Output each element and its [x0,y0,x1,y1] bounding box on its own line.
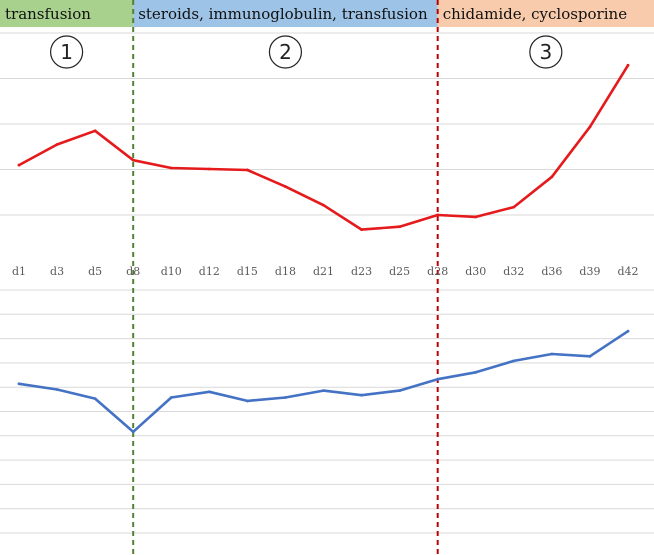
series-1-point [17,163,21,167]
series-1-point [474,215,478,219]
series-2-point [474,370,478,374]
x-tick-label: d15 [237,265,258,278]
series-2-point [284,396,287,399]
series-2-point [55,388,59,391]
top-panel-gridlines [0,32,654,216]
series-2-point [93,397,97,401]
x-tick-label: d3 [50,265,64,278]
series-2-point [17,382,21,386]
series-2-point [322,389,325,393]
series-1-point [284,185,287,188]
x-tick-label: d36 [541,265,562,278]
series-1-point [131,158,135,162]
x-tick-label: d18 [275,265,296,278]
series-2-point [245,399,249,403]
series-2-point [360,393,363,397]
x-tick-label: d8 [126,265,140,278]
series-1-point [436,213,440,217]
series-2-point [436,377,440,381]
x-tick-label: d1 [12,265,26,278]
series-1-point [169,166,173,170]
x-tick-label: d12 [199,265,220,278]
phase-band-2 [133,0,438,27]
phase-label-1: transfusion [5,5,91,23]
series-1-point [398,225,402,229]
x-tick-label: d10 [161,265,182,278]
series-1-point [245,168,249,172]
phase-band-3 [437,0,654,27]
top-series [17,63,630,232]
phase-number-2: 2 [279,40,292,64]
bottom-panel-gridlines [0,289,654,534]
series-1-point [93,129,97,133]
series-2-point [207,390,211,394]
series-2-point [512,359,516,363]
phase-numbers: 1 2 3 [49,35,563,69]
bottom-series [17,329,630,434]
series-2-point [588,354,592,358]
phase-bands: transfusion steroids, immunoglobulin, tra… [0,0,654,27]
phase-number-circle-3 [529,35,563,69]
x-tick-label: d42 [617,265,638,278]
phase-label-2: steroids, immunoglobulin, transfusion [138,5,428,23]
phase-label-3: chidamide, cyclosporine [443,5,628,23]
series-line-2 [17,329,630,434]
series-1-point [550,175,554,179]
series-1-point [360,228,363,232]
phase-band-1 [0,0,134,27]
series-1-point [626,63,630,67]
x-tick-label: d30 [465,265,486,278]
series-2-point [626,329,630,333]
series-1-point [588,125,592,129]
x-tick-label: d32 [503,265,524,278]
series-1-point [55,143,59,146]
series-2-point [169,396,173,399]
phase-number-circle-2 [268,35,303,69]
x-tick-label: d23 [351,265,372,278]
phase-number-3: 3 [539,40,552,64]
x-axis-tick-labels: d1 d3 d5 d8 d10 d12 d15 d18 d21 d23 d25 d28 d30 d32 d3… [12,265,639,278]
x-tick-label: d5 [88,265,102,278]
series-2-point [550,352,554,356]
phase-number-1: 1 [60,40,73,64]
series-2-point [131,430,135,434]
series-2-point [398,389,402,393]
series-1-point [207,167,211,171]
phase-dividers [132,0,439,555]
phase-number-circle-1 [49,35,84,69]
x-tick-label: d25 [389,265,410,278]
x-tick-label: d39 [579,265,600,278]
x-tick-label: d28 [427,265,448,278]
series-1-point [322,203,325,207]
series-1-point [512,205,516,209]
x-tick-label: d21 [313,265,334,278]
